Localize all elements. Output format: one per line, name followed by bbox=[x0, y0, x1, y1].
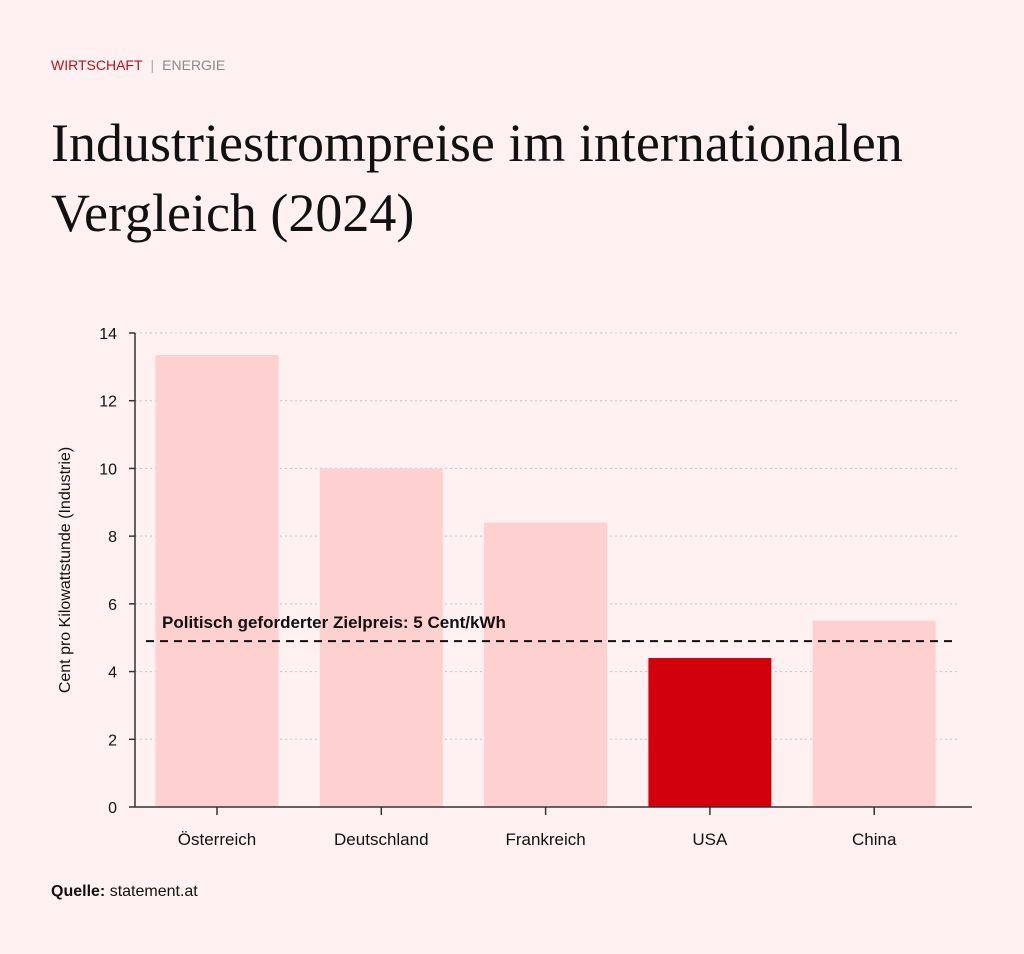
y-tick-label: 14 bbox=[99, 326, 117, 343]
x-tick-label: Deutschland bbox=[334, 830, 429, 849]
x-tick-label: USA bbox=[692, 830, 728, 849]
x-tick-label: China bbox=[852, 830, 897, 849]
bar-usa bbox=[648, 658, 772, 807]
y-tick-label: 10 bbox=[99, 461, 117, 478]
x-tick-label: Frankreich bbox=[505, 830, 585, 849]
kicker-separator: | bbox=[150, 57, 155, 73]
reference-line-group: Politisch geforderter Zielpreis: 5 Cent/… bbox=[146, 613, 955, 643]
source-value: statement.at bbox=[109, 883, 198, 900]
x-tick-label: Österreich bbox=[178, 830, 256, 849]
kicker-section: WIRTSCHAFT bbox=[51, 57, 143, 73]
bar-deutschland bbox=[319, 468, 443, 807]
y-tick-label: 4 bbox=[108, 665, 117, 682]
target-price-label: Politisch geforderter Zielpreis: 5 Cent/… bbox=[162, 613, 506, 632]
kicker: WIRTSCHAFT | ENERGIE bbox=[51, 57, 225, 73]
source-label: Quelle: bbox=[51, 883, 106, 900]
axes: 0 2 4 6 8 10 12 14 Österreich Deutschland Frankrei… bbox=[99, 326, 972, 849]
y-tick-label: 8 bbox=[108, 529, 117, 546]
y-tick-label: 2 bbox=[108, 732, 117, 749]
chart-title: Industriestrompreise im internationalen … bbox=[51, 113, 903, 243]
y-axis-label: Cent pro Kilowattstunde (Industrie) bbox=[57, 447, 74, 693]
source-note: Quelle: statement.at bbox=[51, 883, 198, 901]
bars bbox=[155, 355, 936, 807]
bar-österreich bbox=[155, 355, 279, 807]
bar-frankreich bbox=[484, 522, 608, 807]
bar-china bbox=[812, 620, 936, 807]
y-tick-label: 0 bbox=[108, 800, 117, 817]
kicker-topic: ENERGIE bbox=[162, 57, 226, 73]
y-tick-label: 12 bbox=[99, 394, 117, 411]
y-tick-label: 6 bbox=[108, 597, 117, 614]
